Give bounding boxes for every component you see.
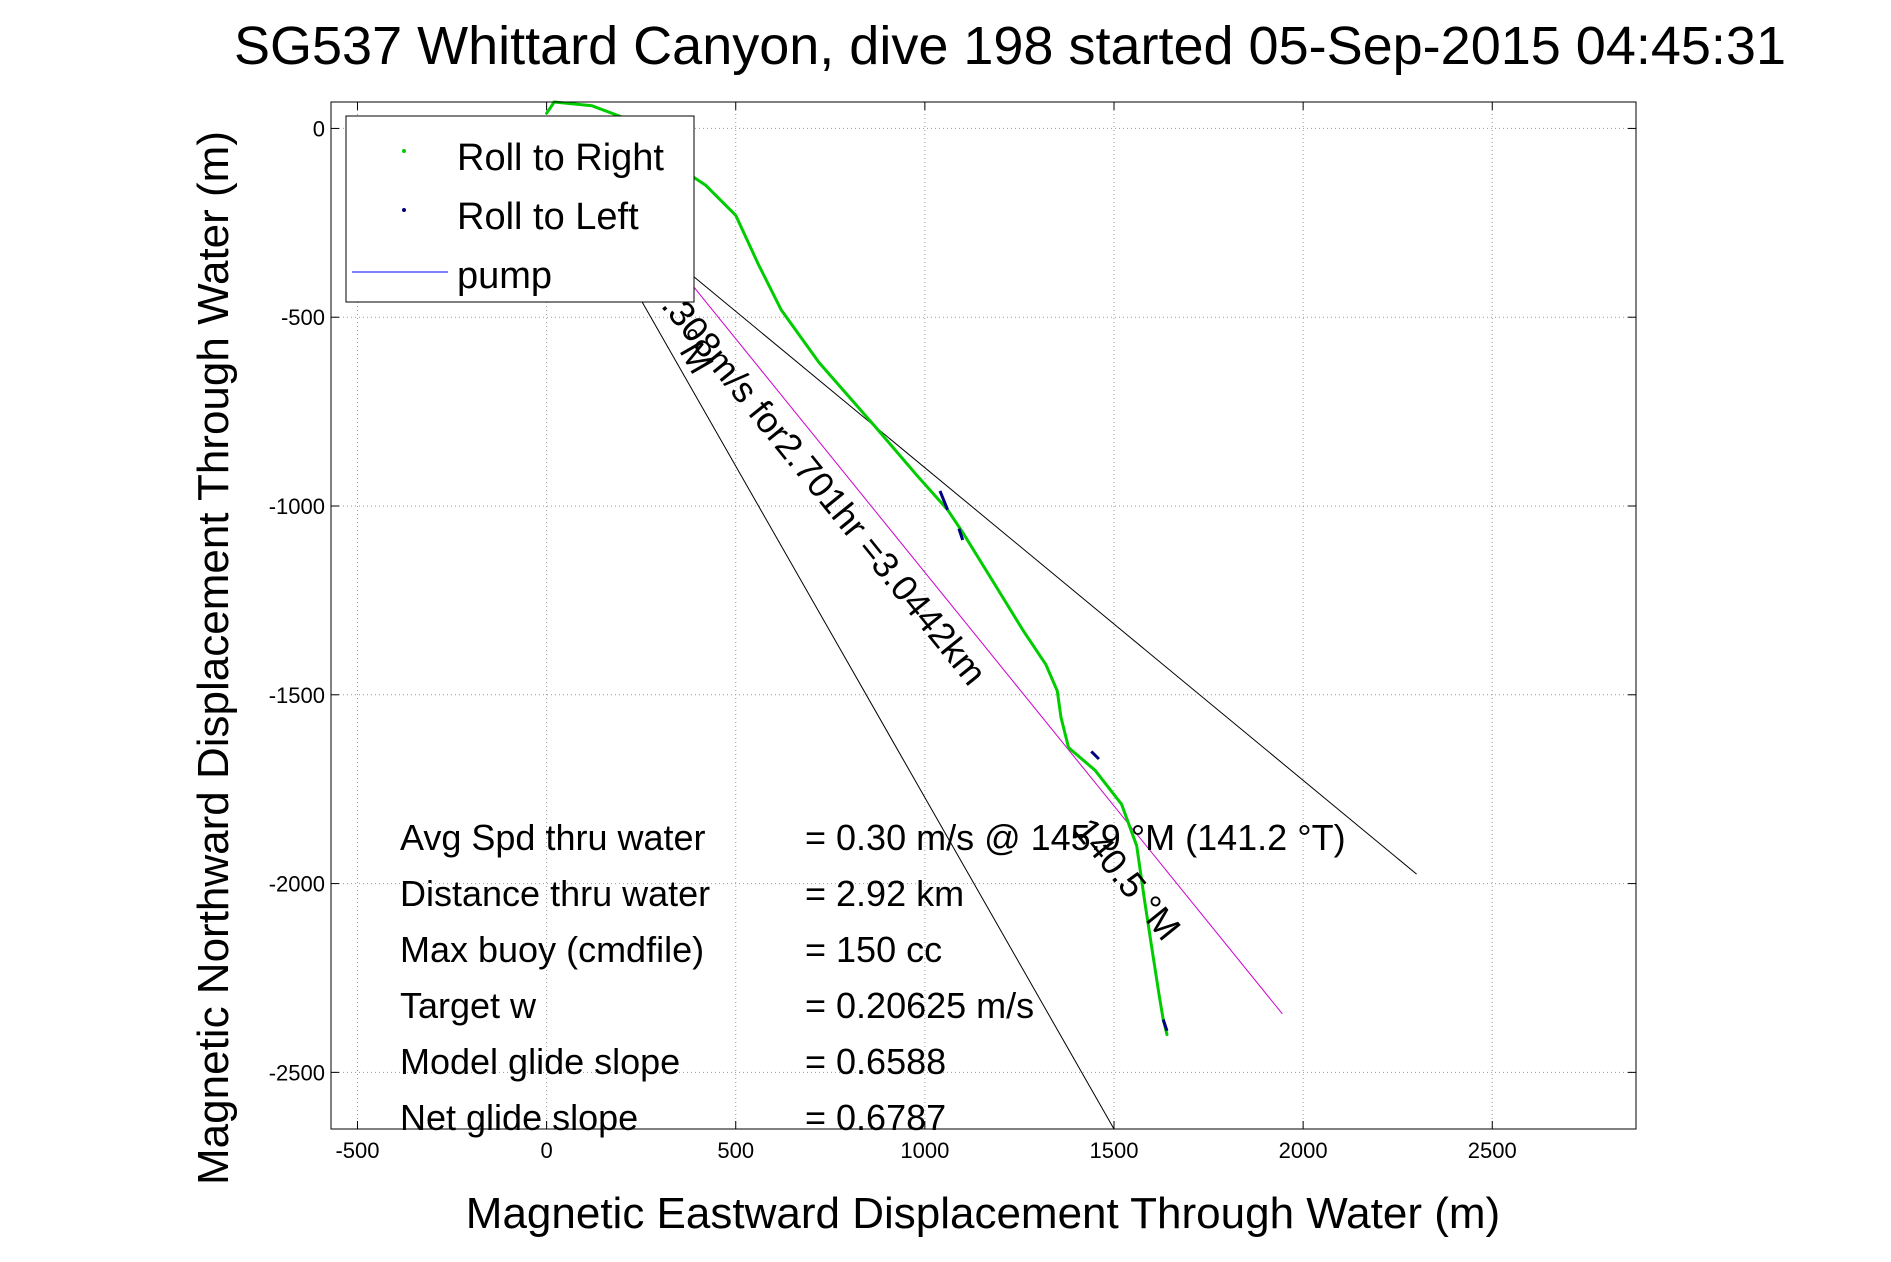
legend-label: Roll to Right: [457, 137, 664, 179]
x-tick-label: 1500: [1090, 1138, 1139, 1163]
reference-line-3: [612, 186, 1283, 1015]
y-tick-label: 0: [313, 116, 325, 141]
x-tick-label: 2500: [1468, 1138, 1517, 1163]
x-tick-label: 1000: [900, 1138, 949, 1163]
stat-label: Distance thru water: [400, 873, 710, 914]
stat-value: = 150 cc: [805, 929, 942, 970]
y-tick-label: -500: [281, 305, 325, 330]
legend-swatch-dot: [402, 149, 406, 153]
stat-label: Avg Spd thru water: [400, 817, 706, 858]
stat-value: = 0.30 m/s @ 145.9 °M (141.2 °T): [805, 817, 1346, 858]
x-tick-label: 0: [540, 1138, 552, 1163]
chart-title: SG537 Whittard Canyon, dive 198 started …: [234, 16, 1786, 76]
x-tick-label: -500: [335, 1138, 379, 1163]
y-tick-label: -1500: [269, 683, 325, 708]
y-tick-label: -2500: [269, 1060, 325, 1085]
grid-lines: [331, 102, 1636, 1129]
y-axis-label: Magnetic Northward Displacement Through …: [189, 131, 238, 1185]
stat-label: Model glide slope: [400, 1041, 680, 1082]
x-axis-ticks: -500 0 500 1000 1500 2000 2500: [335, 102, 1517, 1163]
legend-swatch-dot: [402, 208, 406, 212]
reference-line-2: [618, 260, 1115, 1130]
plot-frame: [330, 101, 1637, 1130]
stat-label: Max buoy (cmdfile): [400, 929, 704, 970]
series-roll-left-segment: [1161, 1019, 1169, 1032]
legend-label: pump: [457, 255, 552, 297]
series-roll-left-segment: [938, 490, 949, 511]
reference-lines: [580, 182, 1417, 1130]
y-axis-ticks: 0 -500 -1000 -1500 -2000 -2500: [269, 116, 1636, 1085]
stat-label: Net glide slope: [400, 1097, 638, 1138]
stat-label: Target w: [400, 985, 537, 1026]
legend: Roll to Right Roll to Left pump: [345, 115, 695, 303]
stat-value: = 2.92 km: [805, 873, 964, 914]
legend-label: Roll to Left: [457, 196, 639, 238]
series-roll-left-segment: [1090, 750, 1100, 761]
x-tick-label: 2000: [1279, 1138, 1328, 1163]
stats-block: Avg Spd thru water = 0.30 m/s @ 145.9 °M …: [400, 817, 1346, 1138]
y-tick-label: -1000: [269, 494, 325, 519]
reference-line-1: [580, 182, 1417, 875]
series-roll-left-segment: [957, 528, 965, 541]
x-axis-label: Magnetic Eastward Displacement Through W…: [466, 1189, 1500, 1238]
stat-value: = 0.6588: [805, 1041, 946, 1082]
x-tick-label: 500: [717, 1138, 754, 1163]
stat-value: = 0.20625 m/s: [805, 985, 1034, 1026]
y-tick-label: -2000: [269, 872, 325, 897]
stat-value: = 0.6787: [805, 1097, 946, 1138]
